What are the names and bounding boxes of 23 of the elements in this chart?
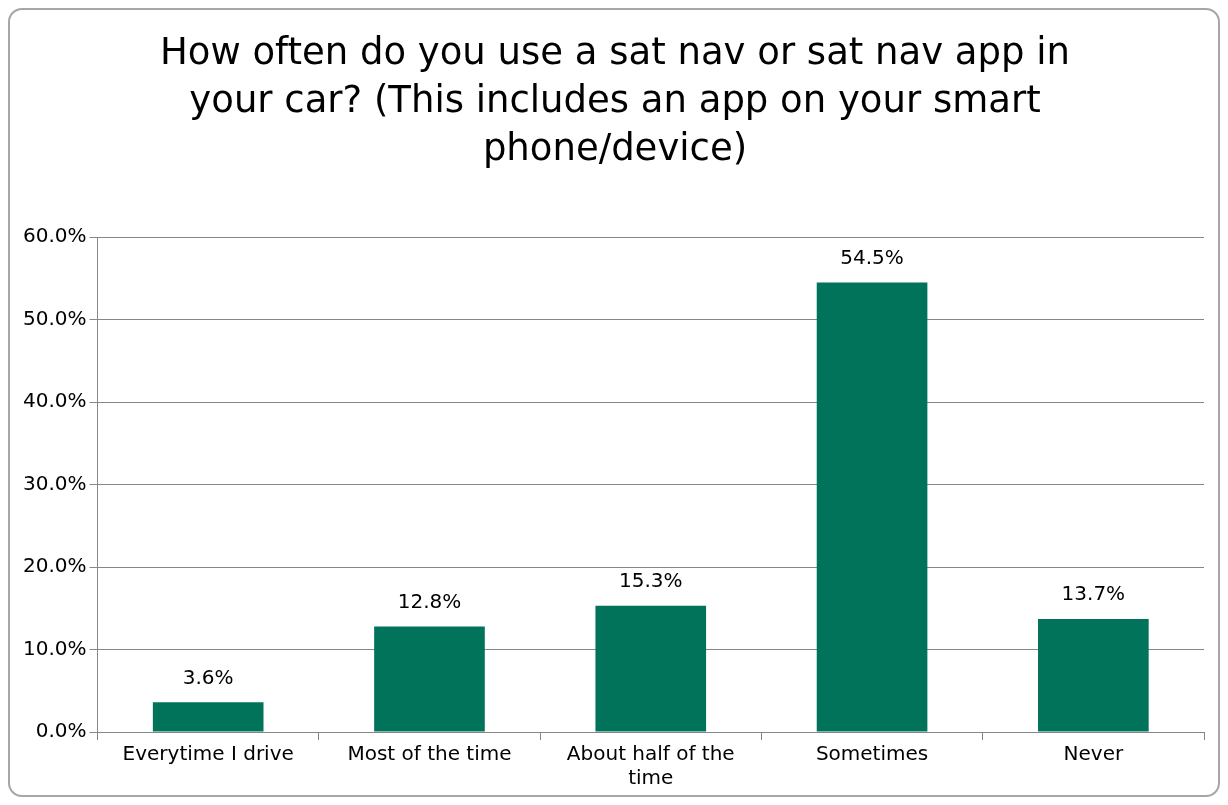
data-label: 15.3% (618, 567, 683, 592)
x-tick-label: About half of the time (566, 741, 735, 790)
bar (595, 605, 707, 732)
x-tick-label: Everytime I drive (122, 741, 294, 766)
y-tick-label: 10.0% (22, 635, 87, 660)
y-tick-label: 50.0% (22, 305, 87, 330)
bar (152, 702, 264, 732)
data-label: 54.5% (840, 244, 904, 269)
chart-title: How often do you use a sat nav or sat nav app in your car? (This includes an app on your smart phone/device) (158, 29, 1071, 171)
y-tick-label: 20.0% (22, 553, 87, 578)
bar (1038, 618, 1149, 732)
data-label: 3.6% (182, 664, 234, 689)
bar (374, 626, 485, 732)
y-tick-label: 40.0% (22, 388, 87, 413)
y-tick-label: 60.0% (22, 223, 87, 248)
x-tick-label: Most of the time (347, 741, 512, 766)
x-tick-label: Sometimes (815, 741, 929, 766)
x-tick-label: Never (1063, 741, 1124, 766)
data-label: 13.7% (1061, 581, 1126, 606)
y-tick-label: 30.0% (22, 470, 87, 495)
bar (816, 282, 928, 732)
data-label: 12.8% (397, 588, 462, 613)
y-tick-label: 0.0% (35, 718, 87, 743)
